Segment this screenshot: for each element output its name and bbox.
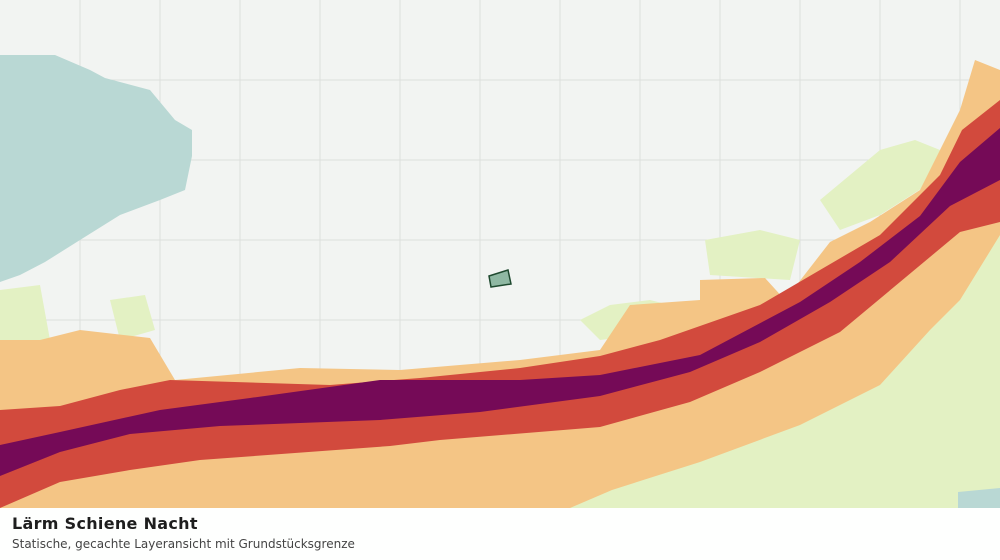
layer-title: Lärm Schiene Nacht bbox=[12, 514, 198, 533]
noise-zone-low bbox=[820, 140, 940, 230]
noise-zone-lowest bbox=[958, 488, 1000, 508]
noise-zone-lowest bbox=[0, 55, 192, 282]
noise-zone-highest bbox=[0, 128, 1000, 476]
noise-zone-low bbox=[570, 235, 1000, 508]
info-panel: Lärm Schiene Nacht Statische, gecachte L… bbox=[0, 508, 1000, 560]
layer-subtitle: Statische, gecachte Layeransicht mit Gru… bbox=[12, 537, 355, 551]
parcel-boundary bbox=[488, 269, 512, 288]
noise-zone-low bbox=[705, 230, 800, 280]
noise-zone-low bbox=[110, 295, 155, 340]
